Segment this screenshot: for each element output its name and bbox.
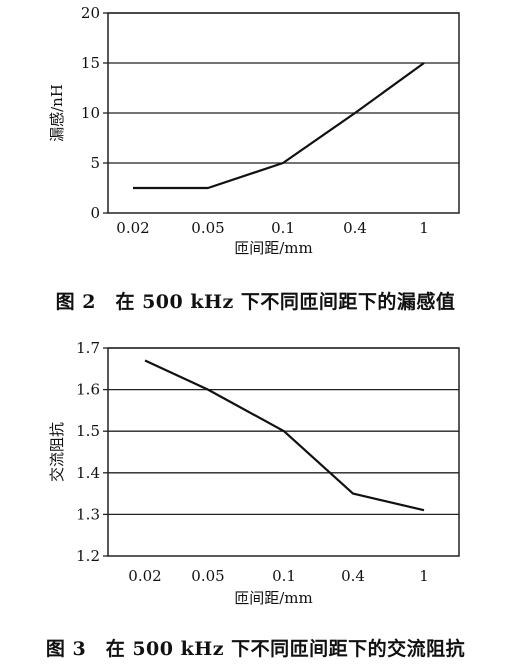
x-axis-title: 匝间距/mm <box>234 239 313 257</box>
figure-3-caption: 图 3 在 500 kHz 下不同匝间距下的交流阻抗 <box>45 638 466 660</box>
y-tick-label: 1.6 <box>76 381 100 399</box>
plot-frame <box>107 12 460 214</box>
x-tick-label: 0.4 <box>343 219 367 237</box>
plot-frame <box>107 347 460 557</box>
chart-ac-impedance: 1.2 1.3 1.4 1.5 1.6 1.7 0.02 0.05 0.1 0.4 1 匝间距/mm 交… <box>48 339 460 607</box>
x-tick-label: 1 <box>419 219 429 237</box>
y-tick-label: 1.4 <box>76 464 100 482</box>
y-tick-label: 1.2 <box>76 547 100 565</box>
y-axis-title: 漏感/nH <box>48 84 66 142</box>
x-tick-label: 0.1 <box>272 567 296 585</box>
y-axis-title: 交流阻抗 <box>48 422 66 482</box>
x-tick-label: 1 <box>419 567 429 585</box>
y-tick-label: 1.7 <box>76 339 100 357</box>
x-tick-label: 0.05 <box>191 567 224 585</box>
x-tick-label: 0.05 <box>191 219 224 237</box>
y-tick-label: 10 <box>81 104 100 122</box>
x-tick-label: 0.4 <box>341 567 365 585</box>
x-tick-label: 0.1 <box>271 219 295 237</box>
y-tick-label: 20 <box>81 4 100 22</box>
series-line <box>144 359 425 512</box>
x-tick-label: 0.02 <box>116 219 149 237</box>
chart-leakage-inductance: 0 5 10 15 20 0.02 0.05 0.1 0.4 1 匝间距/mm 漏感/nH <box>48 4 460 257</box>
y-tick-label: 0 <box>90 204 100 222</box>
x-axis-title: 匝间距/mm <box>234 589 313 607</box>
y-tick-label: 5 <box>90 154 100 172</box>
series-line <box>133 62 425 190</box>
figure-2-caption: 图 2 在 500 kHz 下不同匝间距下的漏感值 <box>55 291 456 313</box>
x-tick-label: 0.02 <box>128 567 161 585</box>
y-tick-label: 1.5 <box>76 422 100 440</box>
y-tick-label: 15 <box>81 54 100 72</box>
y-tick-label: 1.3 <box>76 505 100 523</box>
